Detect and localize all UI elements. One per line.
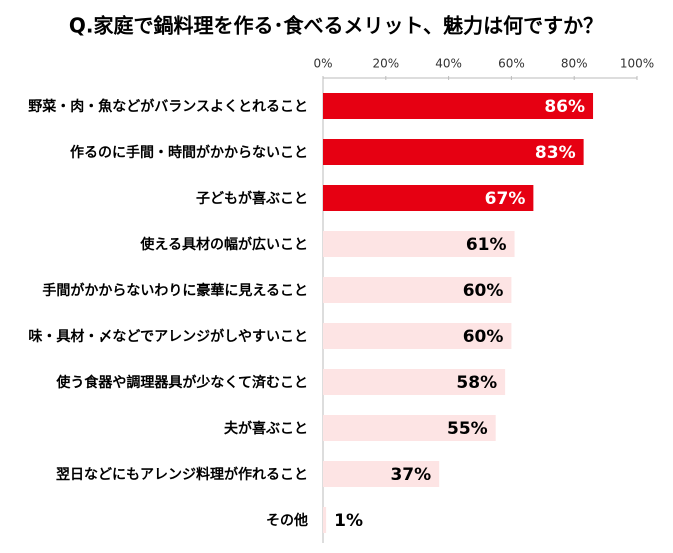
value-label: 37%	[390, 465, 431, 485]
x-tick-label: 20%	[372, 57, 399, 71]
bar	[323, 507, 327, 533]
bar	[323, 139, 584, 165]
x-tick-label: 0%	[313, 57, 332, 71]
category-label: 作るのに手間・時間がかからないこと	[70, 144, 308, 161]
value-label: 83%	[535, 143, 576, 163]
value-label: 55%	[447, 419, 488, 439]
category-label: 使う食器や調理器具が少なくて済むこと	[55, 374, 308, 391]
value-label: 60%	[463, 327, 504, 347]
x-tick-label: 40%	[435, 57, 462, 71]
category-label: その他	[266, 512, 308, 529]
bar	[323, 461, 440, 487]
category-label: 使える具材の幅が広いこと	[139, 236, 308, 253]
x-tick-label: 80%	[561, 57, 588, 71]
bar	[323, 323, 512, 349]
value-label: 60%	[463, 281, 504, 301]
category-label: 翌日などにもアレンジ料理が作れること	[56, 466, 308, 483]
bar	[323, 231, 515, 257]
bar	[323, 415, 496, 441]
x-tick-label: 100%	[620, 57, 654, 71]
value-label: 67%	[485, 189, 526, 209]
category-label: 手間がかからないわりに豪華に見えること	[42, 282, 308, 299]
bar	[323, 93, 594, 119]
value-label: 58%	[456, 373, 497, 393]
category-label: 夫が喜ぶこと	[224, 420, 308, 437]
category-label: 味・具材・〆などでアレンジがしやすいこと	[28, 328, 308, 345]
bar	[323, 185, 534, 211]
category-label: 子どもが喜ぶこと	[196, 190, 308, 207]
value-label: 1%	[334, 511, 363, 531]
x-tick-label: 60%	[498, 57, 525, 71]
value-label: 61%	[466, 235, 507, 255]
bar	[323, 277, 512, 303]
category-label: 野菜・肉・魚などがバランスよくとれること	[28, 98, 308, 115]
chart-title: Q.家庭で鍋料理を作る･食べるメリット、魅力は何ですか？	[69, 14, 603, 38]
value-label: 86%	[544, 97, 585, 117]
bar	[323, 369, 506, 395]
